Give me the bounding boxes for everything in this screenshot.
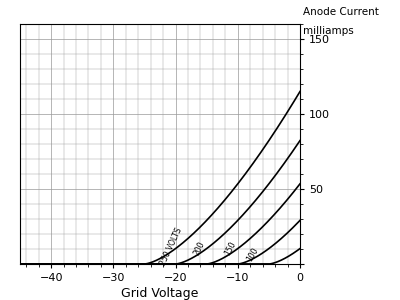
X-axis label: Grid Voltage: Grid Voltage bbox=[121, 287, 199, 300]
Text: Anode Current: Anode Current bbox=[303, 7, 379, 17]
Text: 100: 100 bbox=[245, 246, 260, 263]
Text: 250 VOLTS: 250 VOLTS bbox=[159, 226, 184, 267]
Text: 200: 200 bbox=[192, 240, 207, 257]
Text: 150: 150 bbox=[223, 240, 238, 257]
Text: milliamps: milliamps bbox=[303, 26, 354, 36]
